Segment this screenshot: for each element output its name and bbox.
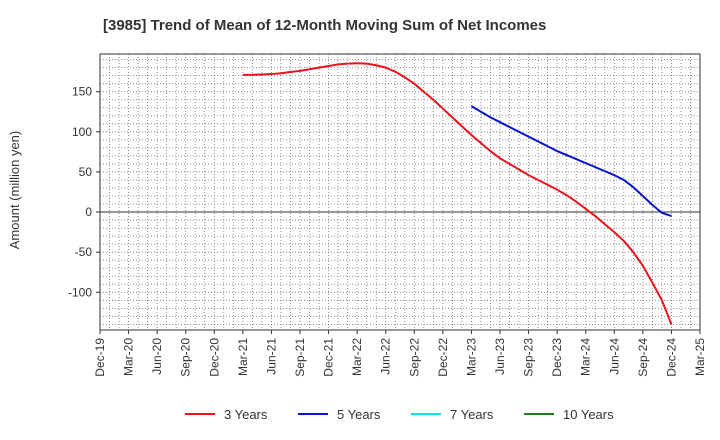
x-tick-label: Sep-24 bbox=[636, 338, 650, 377]
x-tick-label: Jun-23 bbox=[493, 338, 507, 375]
y-tick-label: 50 bbox=[79, 165, 93, 179]
y-tick-label: -100 bbox=[68, 285, 92, 299]
chart-title: [3985] Trend of Mean of 12-Month Moving … bbox=[103, 17, 546, 34]
x-tick-label: Jun-24 bbox=[607, 338, 621, 375]
x-tick-label: Mar-24 bbox=[579, 338, 593, 376]
y-axis-ticks: 150 100 50 0 -50 -100 bbox=[68, 85, 100, 299]
x-tick-label: Dec-24 bbox=[664, 338, 678, 377]
x-tick-label: Sep-23 bbox=[522, 338, 536, 377]
x-tick-label: Dec-22 bbox=[436, 338, 450, 377]
y-tick-label: 0 bbox=[85, 205, 92, 219]
legend-label: 3 Years bbox=[224, 407, 268, 422]
legend-label: 7 Years bbox=[450, 407, 494, 422]
plot-area bbox=[99, 53, 701, 331]
legend-label: 5 Years bbox=[337, 407, 381, 422]
x-tick-label: Sep-22 bbox=[407, 338, 421, 377]
y-tick-label: 150 bbox=[72, 85, 92, 99]
x-tick-label: Mar-20 bbox=[122, 338, 136, 376]
plot-border bbox=[99, 53, 701, 331]
x-tick-label: Dec-21 bbox=[322, 338, 336, 377]
x-tick-label: Jun-21 bbox=[264, 338, 278, 375]
series-line-5-years bbox=[470, 105, 672, 218]
x-tick-label: Dec-23 bbox=[550, 338, 564, 377]
x-axis-ticks: Dec-19 Mar-20 Jun-20 Sep-20 Dec-20 Mar-21 Jun-… bbox=[93, 330, 707, 377]
y-tick-label: 100 bbox=[72, 125, 92, 139]
x-tick-label: Jun-20 bbox=[150, 338, 164, 375]
legend-label: 10 Years bbox=[563, 407, 614, 422]
x-tick-label: Mar-21 bbox=[236, 338, 250, 376]
series-lines bbox=[242, 62, 673, 325]
x-tick-label: Mar-23 bbox=[464, 338, 478, 376]
x-tick-label: Mar-25 bbox=[693, 338, 707, 376]
x-tick-label: Dec-20 bbox=[207, 338, 221, 377]
legend: 3 Years 5 Years 7 Years 10 Years bbox=[185, 407, 614, 422]
series-line-3-years bbox=[242, 62, 673, 325]
x-tick-label: Mar-22 bbox=[350, 338, 364, 376]
y-tick-label: -50 bbox=[75, 245, 93, 259]
x-tick-label: Sep-20 bbox=[179, 338, 193, 377]
y-axis-label: Amount (million yen) bbox=[7, 131, 22, 250]
x-tick-label: Sep-21 bbox=[293, 338, 307, 377]
grid-lines bbox=[100, 54, 700, 330]
x-tick-label: Jun-22 bbox=[379, 338, 393, 375]
x-tick-label: Dec-19 bbox=[93, 338, 107, 377]
